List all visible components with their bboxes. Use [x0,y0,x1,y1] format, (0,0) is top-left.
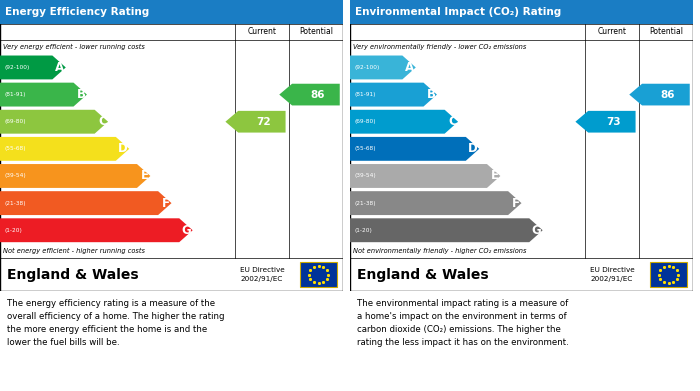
Text: (21-38): (21-38) [4,201,26,206]
Text: (39-54): (39-54) [4,174,26,178]
Polygon shape [0,218,193,242]
Text: B: B [76,88,85,101]
Polygon shape [350,56,416,79]
Text: Not environmentally friendly - higher CO₂ emissions: Not environmentally friendly - higher CO… [354,248,527,254]
Text: Potential: Potential [299,27,333,36]
Text: D: D [468,142,478,155]
Text: C: C [448,115,456,128]
Polygon shape [0,110,108,134]
Text: England & Wales: England & Wales [7,267,139,282]
Text: F: F [162,197,170,210]
Text: Energy Efficiency Rating: Energy Efficiency Rating [5,7,149,17]
Polygon shape [0,83,87,106]
Text: (69-80): (69-80) [354,119,376,124]
Text: England & Wales: England & Wales [357,267,489,282]
Text: Current: Current [247,27,276,36]
Text: EU Directive
2002/91/EC: EU Directive 2002/91/EC [590,267,635,282]
Text: E: E [491,169,499,183]
Polygon shape [279,84,340,106]
Text: (81-91): (81-91) [354,92,376,97]
Text: (92-100): (92-100) [4,65,29,70]
Text: (39-54): (39-54) [354,174,376,178]
Text: B: B [426,88,435,101]
Text: Environmental Impact (CO₂) Rating: Environmental Impact (CO₂) Rating [355,7,561,17]
Text: F: F [512,197,520,210]
Polygon shape [0,56,66,79]
Text: Current: Current [597,27,626,36]
Polygon shape [0,164,150,188]
Text: G: G [531,224,541,237]
Bar [300,262,337,287]
Text: 73: 73 [606,117,621,127]
Text: E: E [141,169,149,183]
Text: (21-38): (21-38) [354,201,376,206]
Text: A: A [405,61,414,74]
Polygon shape [350,164,500,188]
Text: 72: 72 [256,117,271,127]
Text: C: C [98,115,106,128]
Bar [0,0,343,24]
Text: G: G [181,224,191,237]
Text: (69-80): (69-80) [4,119,26,124]
Text: Not energy efficient - higher running costs: Not energy efficient - higher running co… [4,248,146,254]
Polygon shape [350,110,458,134]
Polygon shape [350,137,480,161]
Text: EU Directive
2002/91/EC: EU Directive 2002/91/EC [240,267,285,282]
Text: The environmental impact rating is a measure of
a home's impact on the environme: The environmental impact rating is a mea… [357,299,568,347]
Polygon shape [350,83,437,106]
Bar [650,262,687,287]
Text: (92-100): (92-100) [354,65,379,70]
Polygon shape [629,84,690,106]
Text: Very energy efficient - lower running costs: Very energy efficient - lower running co… [4,44,146,50]
Text: D: D [118,142,128,155]
Text: The energy efficiency rating is a measure of the
overall efficiency of a home. T: The energy efficiency rating is a measur… [7,299,225,347]
Text: (55-68): (55-68) [354,146,376,151]
Polygon shape [225,111,286,133]
Polygon shape [0,137,130,161]
Text: 86: 86 [311,90,325,100]
Polygon shape [575,111,636,133]
Text: (1-20): (1-20) [4,228,22,233]
Polygon shape [350,191,522,215]
Polygon shape [0,191,172,215]
Bar [350,0,693,24]
Polygon shape [350,218,542,242]
Text: (1-20): (1-20) [354,228,372,233]
Text: Very environmentally friendly - lower CO₂ emissions: Very environmentally friendly - lower CO… [354,44,527,50]
Text: 86: 86 [661,90,675,100]
Text: Potential: Potential [649,27,683,36]
Text: (55-68): (55-68) [4,146,26,151]
Text: A: A [55,61,64,74]
Text: (81-91): (81-91) [4,92,26,97]
